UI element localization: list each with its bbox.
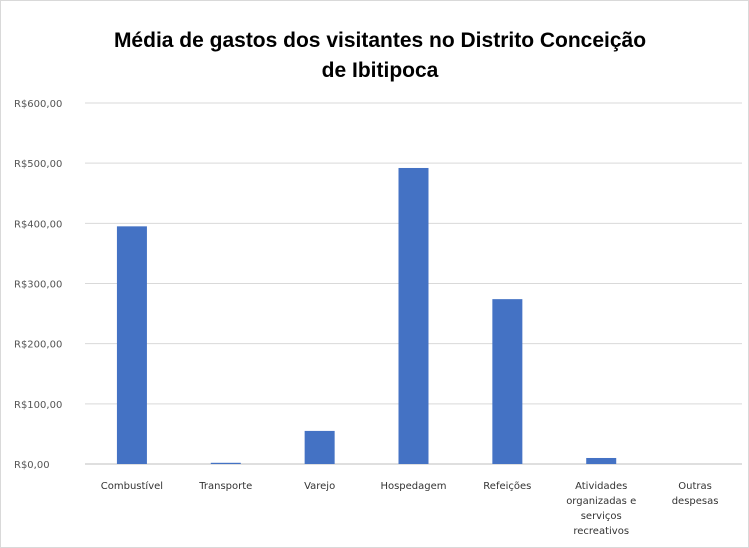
y-tick-label: R$200,00 — [14, 340, 62, 351]
bar — [492, 299, 523, 464]
x-tick-label-line: despesas — [672, 496, 719, 507]
x-tick-label-line: Combustível — [101, 480, 163, 492]
x-tick-label-line: Atividades — [575, 481, 627, 492]
x-tick-label-line: Hospedagem — [380, 481, 446, 492]
x-tick-label: Varejo — [304, 481, 335, 492]
bar — [116, 226, 147, 464]
bar — [398, 167, 429, 465]
x-tick-label-line: organizadas e — [566, 496, 636, 507]
chart-title-line-2: de Ibitipoca — [321, 59, 439, 82]
x-tick-label-line: Outras — [678, 481, 712, 492]
x-tick-label: Combustível — [101, 480, 163, 492]
bar — [210, 462, 241, 464]
x-tick-label: Hospedagem — [380, 481, 446, 492]
y-tick-label: R$400,00 — [14, 219, 62, 230]
x-tick-label: Outras despesas — [672, 481, 719, 507]
y-tick-label: R$300,00 — [14, 280, 62, 291]
chart-title: Média de gastos dos visitantes no Distri… — [60, 26, 700, 86]
y-tick-label: R$500,00 — [14, 159, 62, 170]
y-tick-label: R$100,00 — [14, 400, 62, 411]
chart-title-line-1: Média de gastos dos visitantes no Distri… — [113, 29, 647, 52]
bar — [586, 457, 617, 464]
x-tick-label: Atividades organizadas e serviços recreativ… — [566, 481, 636, 537]
x-tick-label: Transporte — [198, 481, 252, 492]
x-tick-label-line: serviços — [581, 511, 622, 522]
y-tick-label: R$0,00 — [14, 460, 50, 471]
x-tick-label-line: Transporte — [198, 481, 252, 492]
y-tick-label: R$600,00 — [14, 99, 62, 110]
x-tick-label-line: Refeições — [483, 481, 531, 492]
x-tick-label-line: recreativos — [573, 526, 629, 537]
x-tick-label-line: Varejo — [304, 481, 335, 492]
x-tick-label: Refeições — [483, 481, 531, 492]
bar — [304, 430, 335, 464]
